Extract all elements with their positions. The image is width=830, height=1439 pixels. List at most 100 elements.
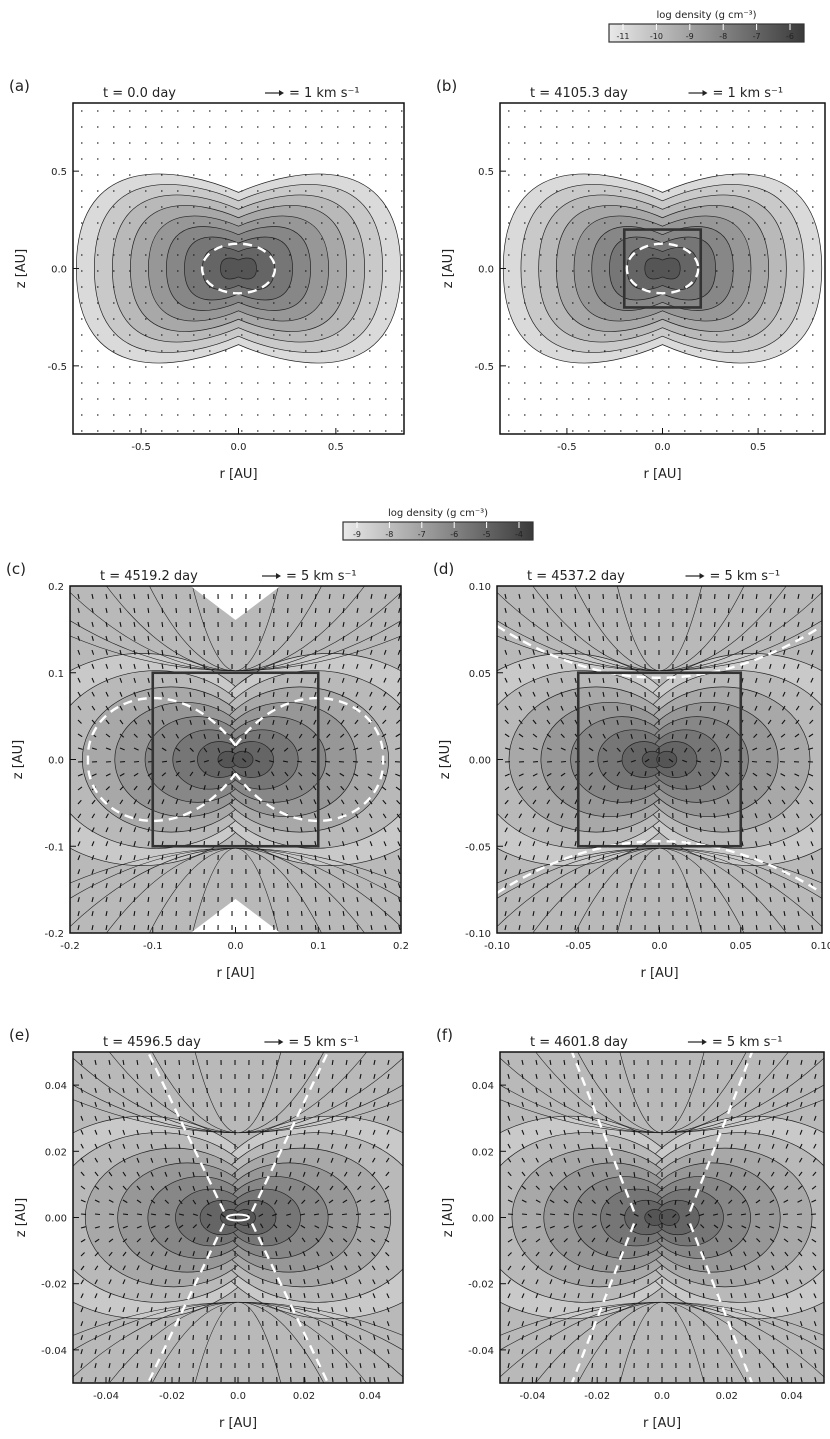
velocity-arrow [257, 747, 261, 753]
velocity-arrow [356, 621, 359, 628]
velocity-arrow [671, 770, 674, 777]
velocity-arrow [357, 1265, 362, 1271]
velocity-arrow [535, 1059, 538, 1066]
x-tick-label: 0.0 [652, 941, 668, 952]
velocity-arrow [813, 1143, 817, 1149]
velocity-arrow [303, 1279, 306, 1285]
velocity-arrow [275, 1264, 278, 1271]
velocity-arrow [588, 896, 591, 903]
velocity-arrow [175, 826, 178, 833]
velocity-arrow [317, 1279, 320, 1285]
velocity-arrow [686, 1223, 691, 1229]
velocity-arrow [359, 1073, 362, 1080]
velocity-arrow [122, 1199, 128, 1204]
velocity-arrow [535, 1335, 538, 1341]
velocity-arrow [359, 1362, 362, 1369]
dashed-boundary [570, 1052, 754, 1383]
velocity-arrow [767, 799, 772, 805]
velocity-arrow [563, 1073, 566, 1080]
velocity-arrow [758, 1307, 761, 1313]
velocity-arrow [619, 1185, 623, 1191]
velocity-arrow [119, 705, 123, 711]
velocity-arrow [161, 705, 165, 711]
velocity-arrow [786, 1335, 789, 1341]
velocity-arrow [518, 869, 521, 875]
velocity-arrow [122, 1251, 127, 1257]
velocity-arrow [766, 733, 772, 738]
velocity-arrow [756, 1251, 761, 1257]
velocity-arrow [313, 719, 317, 725]
velocity-arrow [147, 772, 153, 777]
velocity-arrow [602, 785, 606, 791]
velocity-arrow [77, 883, 80, 889]
velocity-arrow [175, 854, 178, 861]
velocity-arrow [231, 757, 235, 763]
velocity-arrow [356, 635, 359, 641]
velocity-arrow [192, 1213, 198, 1217]
velocity-arrow [767, 719, 772, 725]
velocity-arrow [758, 1334, 761, 1341]
velocity-arrow [743, 1279, 747, 1285]
velocity-arrow [744, 1143, 747, 1149]
velocity-arrow [136, 1199, 142, 1204]
velocity-arrow [119, 663, 122, 669]
velocity-arrow [588, 785, 592, 791]
velocity-arrow [769, 1225, 775, 1229]
velocity-arrow [768, 677, 772, 683]
velocity-arrow [756, 1185, 761, 1191]
velocity-arrow [616, 677, 619, 684]
velocity-arrow [271, 733, 275, 739]
velocity-arrow [535, 1129, 539, 1135]
velocity-arrow [370, 621, 373, 627]
velocity-arrow [203, 719, 206, 726]
velocity-arrow [730, 1115, 733, 1122]
velocity-arrow [521, 1363, 524, 1369]
velocity-arrow [91, 911, 94, 917]
velocity-arrow [796, 827, 800, 833]
velocity-arrow [771, 1129, 775, 1135]
velocity-arrow [630, 691, 633, 698]
velocity-arrow [358, 1307, 362, 1313]
velocity-arrow [108, 1349, 111, 1355]
velocity-arrow [727, 635, 730, 642]
velocity-arrow [616, 760, 622, 763]
velocity-arrow [161, 663, 164, 670]
velocity-arrow [507, 1185, 513, 1190]
velocity-arrow [699, 705, 702, 712]
velocity-arrow [782, 663, 786, 669]
velocity-arrow [370, 1226, 376, 1229]
velocity-arrow [136, 1087, 139, 1094]
time-label: t = 0.0 day [103, 86, 176, 101]
velocity-arrow [80, 1349, 83, 1355]
velocity-arrow [532, 649, 535, 655]
velocity-arrow [744, 1115, 747, 1122]
velocity-arrow [147, 854, 150, 861]
velocity-arrow [782, 691, 786, 697]
velocity-arrow [91, 841, 95, 847]
velocity-arrow [147, 785, 152, 791]
velocity-arrow [258, 784, 261, 791]
velocity-arrow [630, 733, 633, 739]
velocity-arrow [810, 827, 814, 833]
velocity-arrow [702, 1129, 705, 1136]
velocity-arrow [359, 1087, 362, 1093]
velocity-arrow [272, 663, 275, 670]
velocity-arrow [535, 1101, 538, 1107]
velocity-arrow [147, 705, 151, 711]
velocity-arrow [300, 813, 303, 819]
velocity-arrow [504, 593, 507, 599]
velocity-arrow [810, 869, 814, 875]
velocity-arrow [755, 607, 758, 614]
velocity-arrow [809, 719, 814, 724]
velocity-arrow [688, 1264, 691, 1271]
velocity-arrow [382, 813, 387, 819]
velocity-arrow [770, 1171, 775, 1177]
velocity-arrow [811, 925, 814, 931]
panel-label: (c) [6, 560, 26, 578]
velocity-arrow [813, 1293, 817, 1299]
velocity-arrow [299, 799, 303, 805]
velocity-arrow [220, 1250, 223, 1257]
velocity-arrow [758, 1348, 761, 1355]
velocity-arrow [783, 910, 786, 917]
velocity-arrow [373, 1363, 376, 1369]
